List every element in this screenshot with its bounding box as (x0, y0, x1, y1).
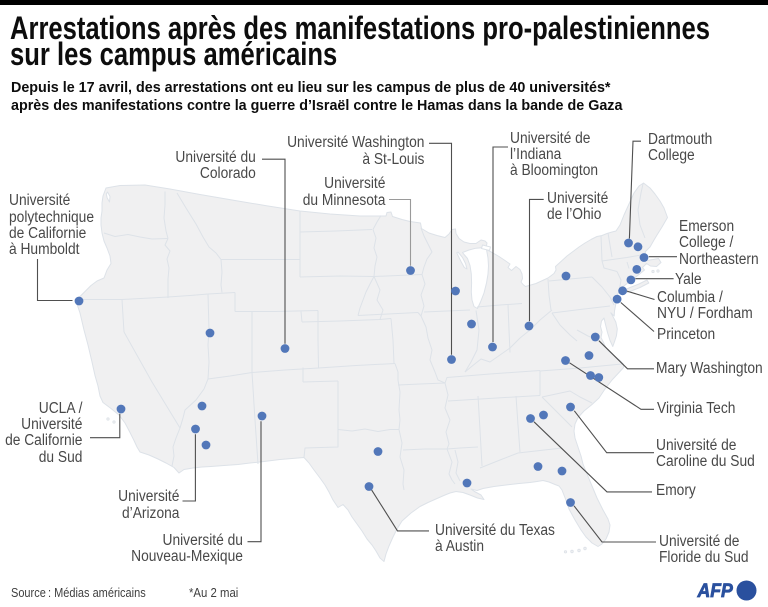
svg-text:AFP: AFP (697, 579, 734, 601)
